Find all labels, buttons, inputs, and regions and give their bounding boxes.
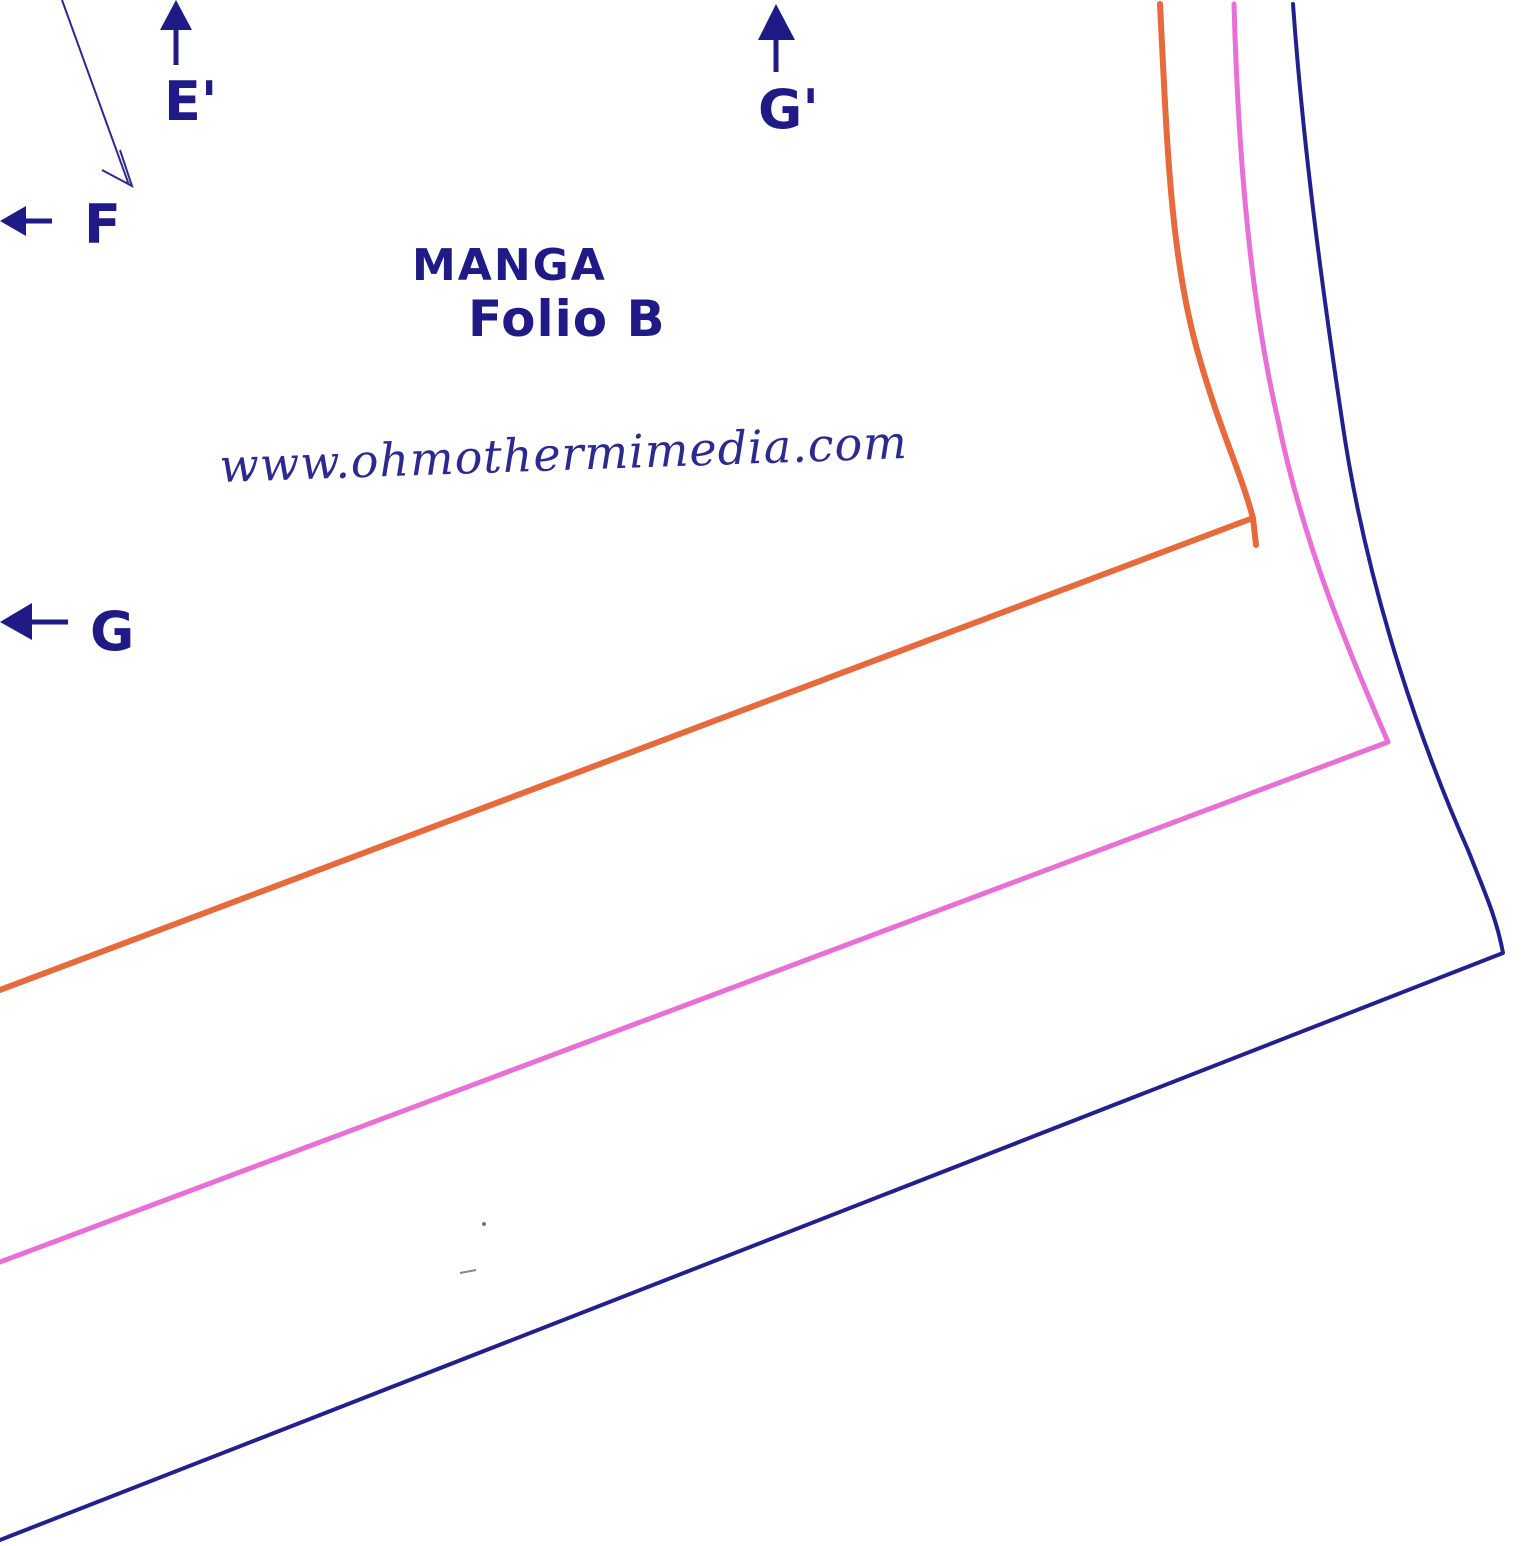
marker-g: G [90,600,134,663]
pink-seam-line [0,1,1391,1265]
orange-seam-line [0,1,1259,993]
arrow-left-icon-g [0,603,68,640]
marker-g-prime: G' [758,78,819,141]
diagonal-guide-arrowhead [101,149,134,189]
paper-speck [482,1222,486,1226]
pattern-website: www.ohmothermimedia.com [218,415,908,493]
marker-e-prime: E' [164,70,217,133]
diagonal-guide-line [61,0,130,186]
paper-speck-mark [459,1269,477,1274]
arrow-left-icon-f [0,206,52,236]
arrow-up-icon-e-prime [160,0,192,65]
pattern-subtitle: Folio B [468,290,666,348]
marker-f: F [84,193,121,256]
arrow-up-icon-g-prime [758,4,795,72]
pattern-title: MANGA [412,240,607,291]
